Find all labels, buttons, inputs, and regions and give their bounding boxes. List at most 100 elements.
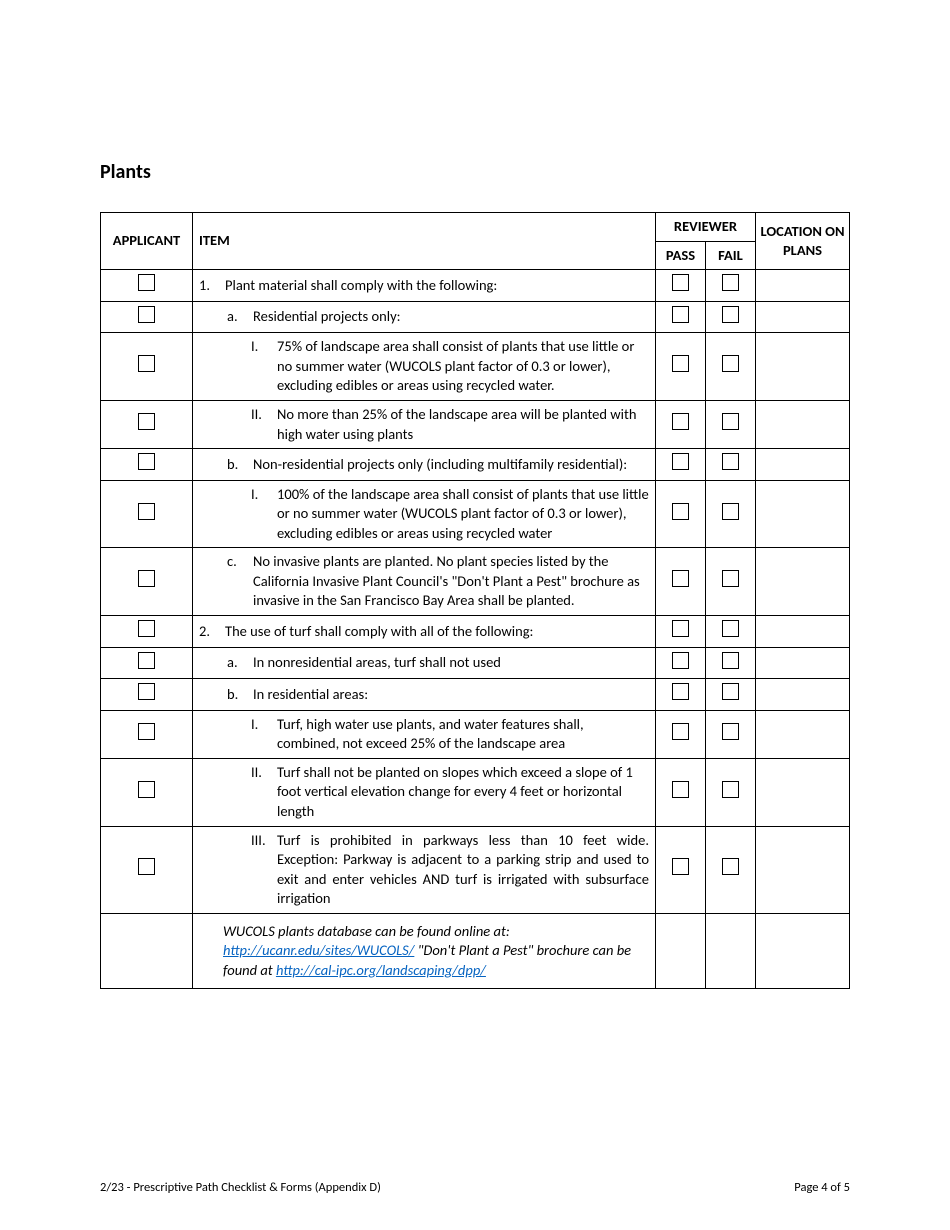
item-marker: c. <box>227 552 247 572</box>
item-marker: 2. <box>199 622 219 642</box>
location-cell <box>756 758 850 826</box>
fail-cell <box>705 826 755 913</box>
checkbox-icon[interactable] <box>138 453 155 470</box>
item-cell: a.Residential projects only: <box>193 301 656 333</box>
checkbox-icon[interactable] <box>672 781 689 798</box>
checkbox-icon[interactable] <box>672 274 689 291</box>
item-marker: I. <box>251 715 271 735</box>
item-text: Residential projects only: <box>253 307 649 327</box>
checkbox-icon[interactable] <box>722 858 739 875</box>
location-cell <box>756 270 850 302</box>
item-cell: 1.Plant material shall comply with the f… <box>193 270 656 302</box>
checkbox-icon[interactable] <box>138 274 155 291</box>
checkbox-icon[interactable] <box>672 503 689 520</box>
checkbox-icon[interactable] <box>138 355 155 372</box>
footer-right: Page 4 of 5 <box>794 1180 850 1195</box>
checkbox-icon[interactable] <box>138 620 155 637</box>
table-row: b. In residential areas: <box>101 679 850 711</box>
checkbox-icon[interactable] <box>722 503 739 520</box>
checkbox-icon[interactable] <box>722 570 739 587</box>
checkbox-icon[interactable] <box>722 781 739 798</box>
table-row: WUCOLS plants database can be found onli… <box>101 913 850 989</box>
pass-cell <box>655 679 705 711</box>
item-marker: b. <box>227 685 247 705</box>
checkbox-icon[interactable] <box>672 570 689 587</box>
checkbox-icon[interactable] <box>722 453 739 470</box>
location-cell <box>756 710 850 758</box>
item-cell: II.No more than 25% of the landscape are… <box>193 400 656 448</box>
checkbox-icon[interactable] <box>138 723 155 740</box>
pass-cell <box>655 616 705 648</box>
checkbox-icon[interactable] <box>722 306 739 323</box>
checkbox-icon[interactable] <box>672 723 689 740</box>
note-line: WUCOLS plants database can be found onli… <box>223 922 649 942</box>
applicant-cell <box>101 301 193 333</box>
item-marker: II. <box>251 763 271 783</box>
location-cell <box>756 913 850 989</box>
location-cell <box>756 480 850 548</box>
fail-cell <box>705 270 755 302</box>
checklist-table: APPLICANT ITEM REVIEWER LOCATION ON PLAN… <box>100 212 850 989</box>
checkbox-icon[interactable] <box>722 355 739 372</box>
note-cell: WUCOLS plants database can be found onli… <box>193 913 656 989</box>
applicant-cell <box>101 480 193 548</box>
fail-cell <box>705 333 755 401</box>
pass-cell <box>655 710 705 758</box>
pass-cell <box>655 400 705 448</box>
header-item: ITEM <box>193 213 656 270</box>
item-marker: b. <box>227 456 247 473</box>
fail-cell <box>705 647 755 679</box>
checkbox-icon[interactable] <box>722 413 739 430</box>
pass-cell <box>655 647 705 679</box>
pass-cell <box>655 826 705 913</box>
applicant-cell <box>101 449 193 481</box>
item-marker: II. <box>251 405 271 425</box>
checkbox-icon[interactable] <box>672 355 689 372</box>
checkbox-icon[interactable] <box>672 652 689 669</box>
checkbox-icon[interactable] <box>138 503 155 520</box>
checkbox-icon[interactable] <box>672 620 689 637</box>
checkbox-icon[interactable] <box>722 620 739 637</box>
checkbox-icon[interactable] <box>138 858 155 875</box>
checkbox-icon[interactable] <box>138 652 155 669</box>
item-text: Non-residential projects only (including… <box>253 456 649 473</box>
applicant-cell <box>101 679 193 711</box>
calipc-link[interactable]: http://cal-ipc.org/landscaping/dpp/ <box>276 961 486 979</box>
table-row: a.In nonresidential areas, turf shall no… <box>101 647 850 679</box>
checkbox-icon[interactable] <box>672 413 689 430</box>
checkbox-icon[interactable] <box>138 570 155 587</box>
item-text: In residential areas: <box>253 685 649 705</box>
wucols-link[interactable]: http://ucanr.edu/sites/WUCOLS/ <box>223 941 414 959</box>
location-cell <box>756 400 850 448</box>
checkbox-icon[interactable] <box>672 453 689 470</box>
checkbox-icon[interactable] <box>138 683 155 700</box>
pass-cell <box>655 548 705 616</box>
checkbox-icon[interactable] <box>672 858 689 875</box>
checkbox-icon[interactable] <box>722 274 739 291</box>
table-row: II.No more than 25% of the landscape are… <box>101 400 850 448</box>
checkbox-icon[interactable] <box>722 652 739 669</box>
item-marker: 1. <box>199 276 219 296</box>
checkbox-icon[interactable] <box>138 413 155 430</box>
item-cell: I. Turf, high water use plants, and water… <box>193 710 656 758</box>
applicant-cell <box>101 647 193 679</box>
page-footer: 2/23 - Prescriptive Path Checklist & For… <box>100 1180 850 1195</box>
checkbox-icon[interactable] <box>672 683 689 700</box>
item-cell: b. Non-residential projects only (includi… <box>193 449 656 481</box>
fail-cell <box>705 548 755 616</box>
pass-cell <box>655 270 705 302</box>
location-cell <box>756 679 850 711</box>
checkbox-icon[interactable] <box>672 306 689 323</box>
checkbox-icon[interactable] <box>722 723 739 740</box>
checkbox-icon[interactable] <box>138 306 155 323</box>
item-text: Turf, high water use plants, and water f… <box>277 715 649 754</box>
fail-cell <box>705 758 755 826</box>
applicant-cell <box>101 548 193 616</box>
checkbox-icon[interactable] <box>722 683 739 700</box>
table-row: c.No invasive plants are planted. No pla… <box>101 548 850 616</box>
checkbox-icon[interactable] <box>138 781 155 798</box>
applicant-cell <box>101 710 193 758</box>
pass-cell <box>655 301 705 333</box>
item-text: 75% of landscape area shall consist of p… <box>277 337 649 396</box>
applicant-cell <box>101 333 193 401</box>
